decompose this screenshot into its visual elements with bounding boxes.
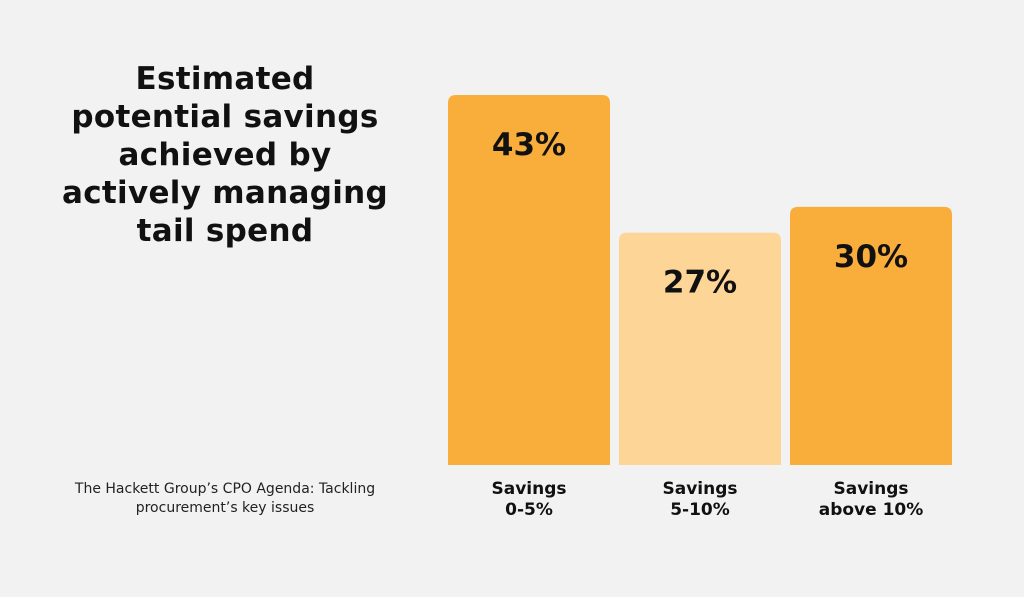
source-citation: The Hackett Group’s CPO Agenda: Tackling…: [74, 481, 376, 516]
category-label: Savings 0-5%: [491, 479, 566, 520]
bar-chart: 43% Savings 0-5% 27% Savings 5-10% 30% Savings a…: [440, 90, 960, 530]
bar-3: [790, 206, 952, 465]
bar-chart-svg: 43% Savings 0-5% 27% Savings 5-10% 30% Savings a…: [448, 95, 952, 520]
bar-value-label: 30%: [834, 239, 908, 275]
bar-value-label: 27%: [663, 265, 737, 301]
category-label: Savings above 10%: [819, 479, 924, 520]
bar-1: [448, 95, 610, 465]
bar-2: [619, 232, 781, 465]
bar-value-label: 43%: [492, 127, 566, 163]
chart-title: Estimated potential savings achieved by …: [62, 61, 388, 249]
category-label: Savings 5-10%: [662, 479, 737, 520]
